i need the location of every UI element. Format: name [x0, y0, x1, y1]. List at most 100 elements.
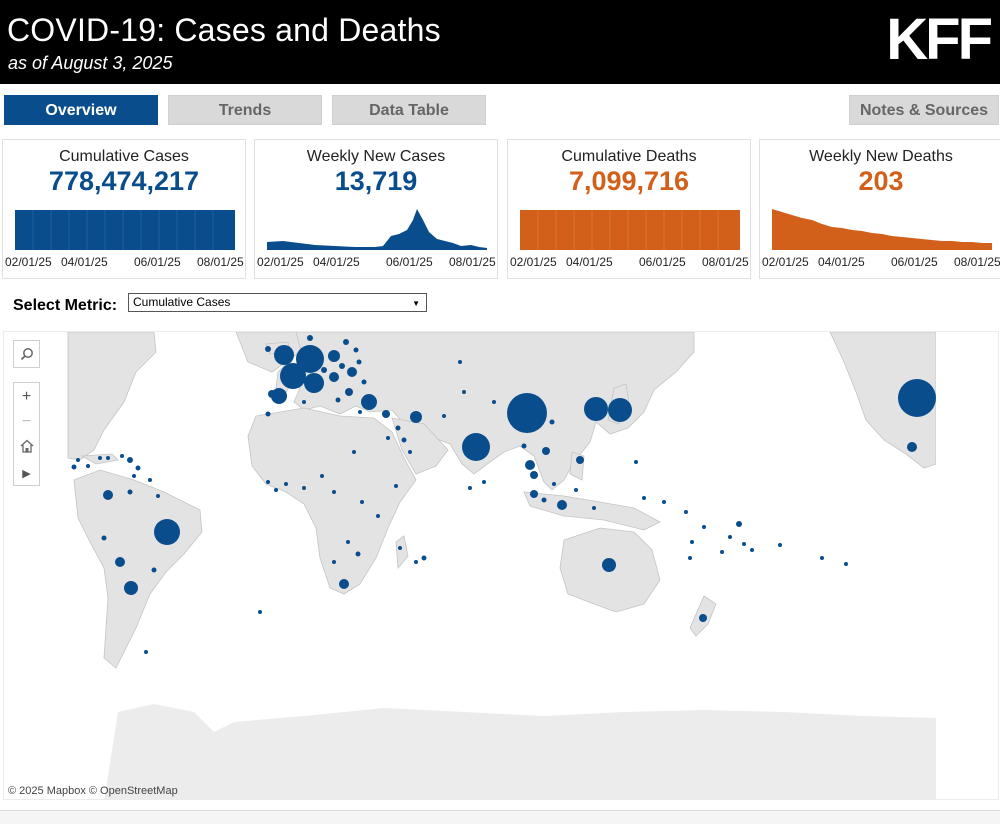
tick-label: 08/01/25 [197, 255, 244, 269]
bubble-portugal[interactable] [268, 390, 276, 398]
card-weekly-new-cases: Weekly New Cases 13,719 02/01/25 04/01/2… [254, 139, 498, 279]
bubble-chile[interactable] [115, 557, 125, 567]
africa-land [247, 407, 417, 595]
play-icon: ▶ [22, 468, 31, 480]
weekly-new-cases-sparkline [267, 209, 487, 250]
tab-overview[interactable]: Overview [4, 95, 158, 125]
bubble-usa[interactable] [898, 379, 936, 417]
world-map[interactable] [3, 331, 999, 800]
bubble-japan[interactable] [608, 398, 632, 422]
bubble-malaysia[interactable] [530, 490, 538, 498]
metric-selected-value: Cumulative Cases [133, 295, 231, 309]
bubble-brazil[interactable] [154, 519, 180, 545]
zoom-in-button[interactable]: + [14, 384, 39, 409]
bubble-greece[interactable] [345, 388, 353, 396]
card-value: 13,719 [334, 166, 418, 196]
tab-notes-sources[interactable]: Notes & Sources [849, 95, 999, 125]
south-america-land [73, 469, 203, 669]
philippines-land [569, 451, 585, 481]
spark-area [15, 210, 235, 250]
bubble-turkey[interactable] [361, 394, 377, 410]
tick-label: 04/01/25 [566, 255, 613, 269]
tab-trends[interactable]: Trends [168, 95, 322, 125]
tick-label: 08/01/25 [449, 255, 496, 269]
tick-label: 04/01/25 [61, 255, 108, 269]
bubble-austria[interactable] [329, 372, 339, 382]
bubble-uk[interactable] [274, 345, 294, 365]
map-attribution: © 2025 Mapbox © OpenStreetMap [8, 785, 178, 797]
eurasia-land [293, 332, 695, 491]
bubble-india[interactable] [462, 433, 490, 461]
zoom-out-button[interactable]: − [14, 409, 39, 434]
bubble-new-zealand[interactable] [699, 614, 707, 622]
bubble-mexico[interactable] [907, 442, 917, 452]
card-label: Weekly New Cases [306, 148, 446, 165]
spark-week-lines [537, 210, 719, 250]
zoom-home-button[interactable] [14, 434, 39, 459]
bubble-germany[interactable] [296, 345, 324, 373]
bubble-vietnam[interactable] [525, 460, 535, 470]
bubble-france[interactable] [280, 363, 306, 389]
bubble-cambodia[interactable] [530, 471, 538, 479]
antarctica-land [104, 704, 936, 799]
bubble-indonesia[interactable] [557, 500, 567, 510]
minus-icon: − [21, 413, 32, 430]
tab-data-table[interactable]: Data Table [332, 95, 486, 125]
bubble-israel[interactable] [382, 410, 390, 418]
card-label: Weekly New Deaths [809, 148, 953, 165]
tick-label: 08/01/25 [954, 255, 1000, 269]
bubble-iran[interactable] [410, 411, 422, 423]
x-axis-ticks: 02/01/25 04/01/25 06/01/25 08/01/25 [760, 255, 1000, 269]
card-cumulative-deaths: Cumulative Deaths 7,099,716 02/01/25 04/… [507, 139, 751, 279]
land-masses [67, 332, 937, 799]
tick-label: 06/01/25 [891, 255, 938, 269]
tick-label: 04/01/25 [313, 255, 360, 269]
madagascar-land [395, 535, 409, 570]
spark-area [772, 209, 992, 250]
tick-label: 06/01/25 [639, 255, 686, 269]
north-america-land [67, 332, 157, 461]
tick-label: 08/01/25 [702, 255, 749, 269]
bubble-thailand[interactable] [542, 447, 550, 455]
tick-label: 02/01/25 [257, 255, 304, 269]
weekly-new-deaths-sparkline [772, 209, 992, 250]
tick-label: 06/01/25 [134, 255, 181, 269]
cumulative-cases-sparkline [15, 210, 235, 250]
x-axis-ticks: 02/01/25 04/01/25 06/01/25 08/01/25 [255, 255, 497, 269]
bubble-italy[interactable] [304, 373, 324, 393]
bubble-south-korea[interactable] [584, 397, 608, 421]
bubble-south-africa[interactable] [339, 579, 349, 589]
card-value: 203 [858, 166, 904, 196]
page-title: COVID-19: Cases and Deaths [7, 12, 441, 48]
tick-label: 04/01/25 [818, 255, 865, 269]
pan-mode-button[interactable]: ▶ [14, 460, 39, 485]
bubble-ukraine[interactable] [347, 367, 357, 377]
bubble-philippines[interactable] [576, 456, 584, 464]
card-value: 778,474,217 [48, 166, 200, 196]
as-of-date: as of August 3, 2025 [8, 53, 173, 73]
select-metric-label: Select Metric: [13, 297, 118, 314]
indonesia-land [523, 491, 661, 531]
bubble-colombia[interactable] [103, 490, 113, 500]
card-label: Cumulative Cases [59, 148, 189, 165]
bubble-china[interactable] [507, 393, 547, 433]
card-weekly-new-deaths: Weekly New Deaths 203 02/01/25 04/01/25 … [759, 139, 1000, 279]
bubble-australia[interactable] [602, 558, 616, 572]
spark-area [267, 209, 487, 250]
tick-label: 02/01/25 [510, 255, 557, 269]
card-value: 7,099,716 [568, 166, 690, 196]
map-search-button[interactable] [13, 340, 40, 368]
card-cumulative-cases: Cumulative Cases 778,474,217 02/01/25 04… [2, 139, 246, 279]
bubble-argentina[interactable] [124, 581, 138, 595]
map-right-margin [936, 332, 998, 799]
tableau-toolbar [0, 810, 1000, 824]
metric-dropdown[interactable]: Cumulative Cases ▼ [128, 293, 427, 312]
map-zoom-controls: + − ▶ [13, 382, 40, 486]
tick-label: 02/01/25 [762, 255, 809, 269]
plus-icon: + [21, 388, 32, 405]
map-canvas [67, 332, 998, 799]
case-bubbles [103, 345, 936, 622]
bubble-poland[interactable] [328, 350, 340, 362]
spark-week-lines [32, 210, 214, 250]
